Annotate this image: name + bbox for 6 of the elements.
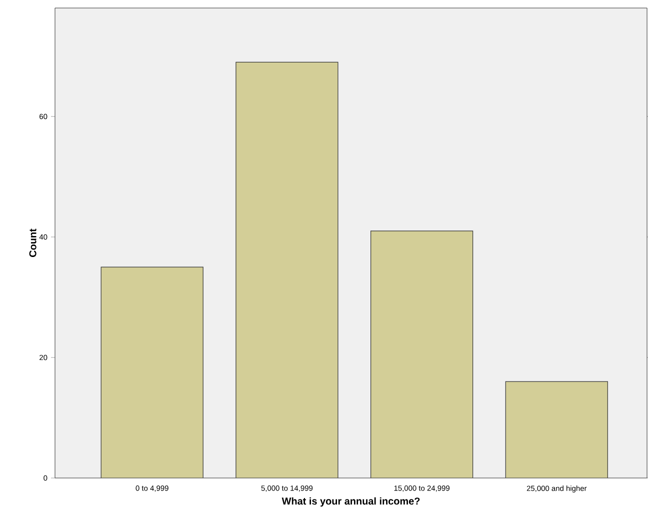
bar — [505, 381, 608, 478]
bar — [370, 230, 473, 478]
bar — [100, 266, 204, 478]
y-axis-title: Count — [29, 228, 36, 257]
x-axis-title: What is your annual income? — [282, 497, 420, 507]
bar — [236, 62, 338, 478]
